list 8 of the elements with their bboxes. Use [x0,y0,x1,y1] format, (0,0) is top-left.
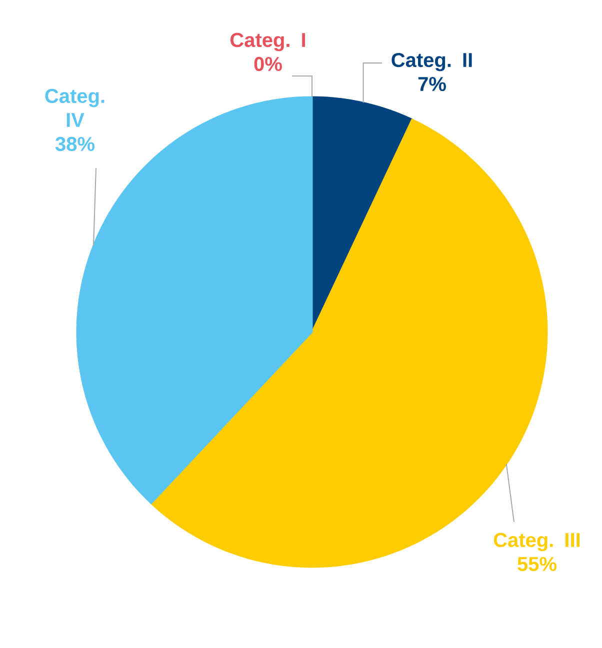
slice-label: Categ. II [392,52,472,72]
slice-label: Categ. IV [45,88,104,127]
slice-label: Categ. III [494,532,580,552]
text: 0% [254,56,282,72]
data-label: 55% [518,556,556,572]
category-label: Categ. I [230,32,305,52]
data-label: 38% [55,136,94,152]
data-label: 7% [418,76,446,92]
